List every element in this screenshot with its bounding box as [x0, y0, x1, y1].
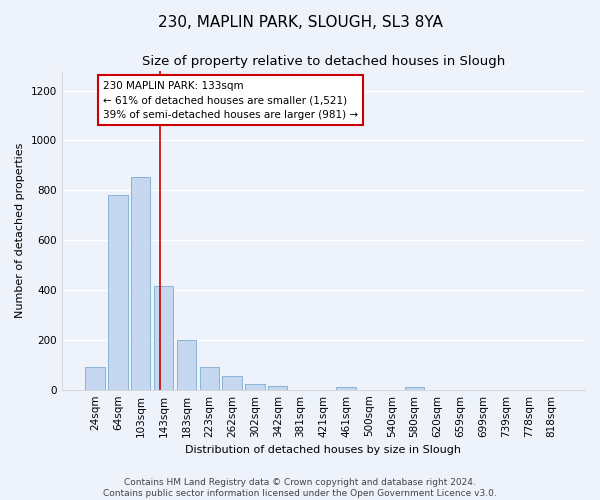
Text: 230 MAPLIN PARK: 133sqm
← 61% of detached houses are smaller (1,521)
39% of semi: 230 MAPLIN PARK: 133sqm ← 61% of detache…	[103, 80, 358, 120]
Bar	[85, 367, 105, 390]
Bar	[108, 195, 128, 390]
Bar	[223, 376, 242, 390]
Bar	[131, 176, 151, 390]
Title: Size of property relative to detached houses in Slough: Size of property relative to detached ho…	[142, 55, 505, 68]
Y-axis label: Number of detached properties: Number of detached properties	[15, 142, 25, 318]
Bar	[405, 386, 424, 390]
Bar	[245, 384, 265, 390]
Bar	[337, 386, 356, 390]
Text: Contains HM Land Registry data © Crown copyright and database right 2024.
Contai: Contains HM Land Registry data © Crown c…	[103, 478, 497, 498]
Bar	[154, 286, 173, 390]
Text: 230, MAPLIN PARK, SLOUGH, SL3 8YA: 230, MAPLIN PARK, SLOUGH, SL3 8YA	[158, 15, 442, 30]
X-axis label: Distribution of detached houses by size in Slough: Distribution of detached houses by size …	[185, 445, 461, 455]
Bar	[200, 367, 219, 390]
Bar	[177, 340, 196, 390]
Bar	[268, 386, 287, 390]
